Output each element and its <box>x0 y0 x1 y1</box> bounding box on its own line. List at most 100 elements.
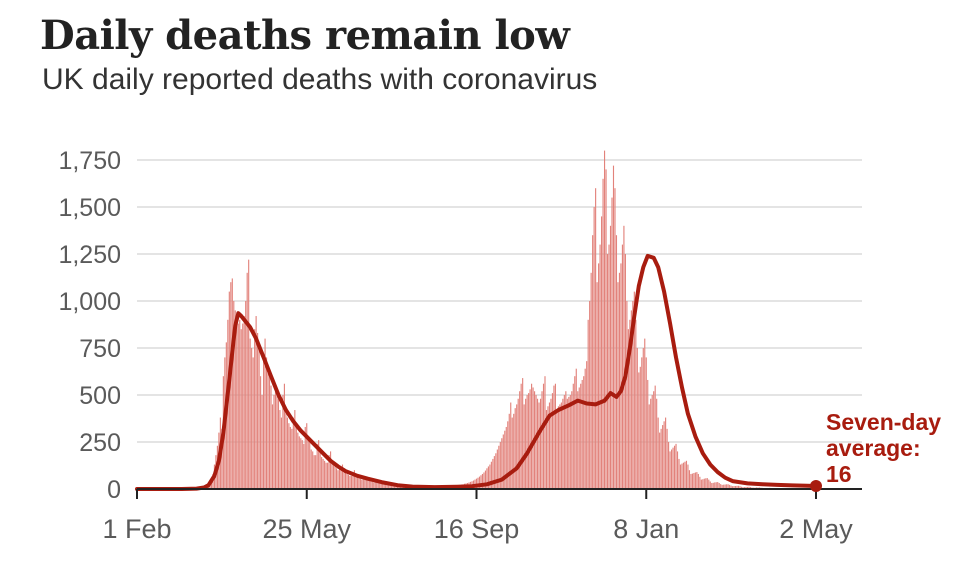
y-tick-label: 1,750 <box>58 147 121 175</box>
seven-day-average-line <box>135 253 818 491</box>
daily-bar <box>316 443 318 489</box>
daily-bar <box>510 402 512 489</box>
daily-bar <box>583 376 585 489</box>
daily-bar <box>662 425 664 489</box>
daily-bar <box>231 278 233 489</box>
daily-bar <box>347 474 350 489</box>
daily-bar <box>679 464 682 489</box>
daily-bar <box>283 383 285 489</box>
daily-bar <box>511 417 513 489</box>
daily-bar <box>335 468 338 489</box>
daily-bar <box>730 485 732 489</box>
daily-bar <box>641 357 643 489</box>
daily-bar <box>270 385 272 489</box>
daily-bar <box>501 438 503 489</box>
daily-bar <box>547 406 549 489</box>
daily-bar <box>495 453 497 489</box>
chart-subtitle: UK daily reported deaths with coronaviru… <box>42 63 598 96</box>
daily-bar <box>265 357 268 489</box>
daily-bar <box>519 391 521 489</box>
daily-bar <box>514 408 516 489</box>
daily-bar <box>496 449 498 489</box>
daily-bar <box>267 366 269 489</box>
daily-bar <box>307 436 309 489</box>
daily-bar <box>370 481 372 489</box>
daily-bar <box>289 426 291 489</box>
daily-bar <box>639 366 641 489</box>
daily-bar <box>234 310 236 489</box>
daily-bar <box>341 464 344 489</box>
annotation-line: 16 <box>826 461 852 487</box>
daily-bar <box>233 301 235 489</box>
daily-bar <box>309 442 311 489</box>
daily-bar <box>700 479 702 489</box>
daily-bar <box>508 413 510 489</box>
daily-bar <box>620 263 622 489</box>
daily-bar <box>614 188 616 489</box>
daily-bar <box>566 398 568 489</box>
daily-bar <box>720 484 722 489</box>
daily-bar <box>532 387 534 489</box>
daily-bar <box>660 428 662 489</box>
daily-bar <box>332 464 335 489</box>
daily-bar <box>681 463 683 489</box>
daily-bar <box>523 404 525 489</box>
daily-bar <box>271 404 274 489</box>
daily-bar <box>242 323 244 489</box>
daily-bar <box>687 464 689 489</box>
daily-bar <box>313 455 315 489</box>
daily-bar <box>684 461 686 489</box>
daily-bar <box>682 462 685 489</box>
daily-bar <box>486 468 488 489</box>
daily-bar <box>303 443 305 489</box>
daily-bar <box>520 383 522 489</box>
daily-bar <box>249 338 251 489</box>
daily-bar <box>507 421 509 489</box>
daily-bar <box>632 301 634 489</box>
daily-bar <box>699 476 701 489</box>
daily-bar <box>321 457 323 489</box>
daily-bar <box>586 361 588 489</box>
daily-bar <box>748 486 750 489</box>
daily-bar <box>292 417 294 489</box>
daily-bar <box>630 310 632 489</box>
daily-bar <box>538 402 540 489</box>
daily-bar <box>481 473 484 489</box>
daily-bar <box>642 348 644 489</box>
daily-bar <box>364 477 366 489</box>
daily-bar <box>504 430 506 489</box>
daily-bar <box>673 445 676 489</box>
daily-bar <box>562 398 564 489</box>
daily-bar <box>615 235 618 489</box>
daily-bar <box>553 385 555 489</box>
daily-bar <box>659 432 661 489</box>
daily-bar <box>669 451 671 489</box>
daily-bar <box>277 398 280 489</box>
daily-bar <box>577 391 579 489</box>
daily-bar <box>517 398 519 489</box>
daily-bar <box>248 259 250 489</box>
daily-bar <box>298 436 300 489</box>
daily-bar <box>539 398 542 489</box>
daily-bar <box>282 395 284 489</box>
daily-bar <box>340 466 342 489</box>
daily-bar <box>367 478 369 489</box>
daily-bar <box>243 316 245 489</box>
daily-bar <box>310 449 312 489</box>
daily-bar <box>602 178 604 490</box>
daily-bar <box>636 348 638 489</box>
daily-bar <box>484 470 487 489</box>
daily-bar <box>391 484 393 489</box>
daily-bar <box>736 485 738 489</box>
daily-bar <box>346 473 348 489</box>
daily-bar <box>709 481 711 489</box>
daily-bar <box>237 323 239 489</box>
daily-bar <box>355 473 357 489</box>
daily-bar <box>715 482 717 489</box>
daily-bar <box>606 254 609 489</box>
daily-bar <box>542 383 545 489</box>
daily-bar <box>678 458 680 489</box>
daily-bar <box>295 423 297 489</box>
daily-bar <box>708 479 710 489</box>
daily-bar <box>645 357 647 489</box>
